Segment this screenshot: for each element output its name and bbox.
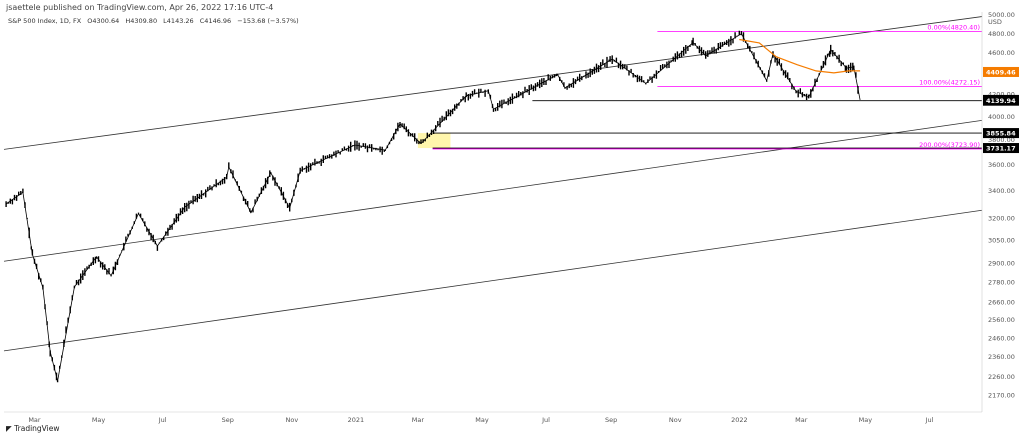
legend-high: H4309.80 <box>125 17 158 25</box>
legend-change: −153.68 (−3.57%) <box>237 17 299 25</box>
x-tick-label: Sep <box>605 416 617 424</box>
x-tick-label: Sep <box>222 416 234 424</box>
price-label-3: 3855.84 <box>983 128 1019 139</box>
x-tick-label: May <box>92 416 106 424</box>
x-tick-label: Nov <box>285 416 298 424</box>
price-label-bg <box>983 95 1019 106</box>
price-label-4: 3731.17 <box>983 143 1019 154</box>
price-label-text: 3855.84 <box>986 130 1016 138</box>
x-tick-label: Nov <box>669 416 682 424</box>
x-tick-label: Mar <box>795 416 808 424</box>
x-tick-label: Jul <box>541 416 550 424</box>
price-line <box>5 33 861 382</box>
price-label-bg <box>983 143 1019 154</box>
x-tick-label: 2022 <box>731 416 748 424</box>
tradingview-logo: ◤ TradingView <box>6 424 59 433</box>
x-tick-label: Mar <box>28 416 41 424</box>
tradingview-mark-icon: ◤ <box>6 424 15 433</box>
x-tick-label: 2021 <box>348 416 365 424</box>
level-label-5: 200.00%(3723.90) <box>919 141 980 149</box>
price-candles <box>5 30 859 383</box>
y-tick-label: 2170.00 <box>988 391 1015 399</box>
support-zone <box>417 133 451 149</box>
level-label-1: 100.00%(4272.15) <box>919 78 980 86</box>
y-tick-label: 3800.00 <box>988 136 1015 144</box>
price-label-text: 4409.46 <box>986 68 1016 76</box>
x-tick-label: Jul <box>158 416 167 424</box>
moving-average-line <box>739 38 861 74</box>
y-tick-label: 5000.00 <box>988 11 1015 19</box>
y-tick-label: 4200.00 <box>988 91 1015 99</box>
y-tick-label: 4800.00 <box>988 30 1015 38</box>
brand-text: TradingView <box>14 424 60 433</box>
legend-low: L4143.26 <box>163 17 194 25</box>
level-label-0: 0.00%(4820.40) <box>927 23 980 31</box>
legend-bar: S&P 500 Index, 1D, FX O4300.64 H4309.80 … <box>8 17 303 25</box>
y-tick-label: 3200.00 <box>988 214 1015 222</box>
x-tick-label: Jul <box>925 416 934 424</box>
price-label-bg <box>983 66 1019 77</box>
price-label-text: 4139.94 <box>986 97 1016 105</box>
y-tick-label: 2460.00 <box>988 334 1015 342</box>
price-label-text: 3731.17 <box>986 145 1016 153</box>
y-tick-label: 3400.00 <box>988 187 1015 195</box>
trend-line-0 <box>3 16 983 150</box>
y-tick-label: 2900.00 <box>988 259 1015 267</box>
x-tick-label: May <box>475 416 489 424</box>
y-tick-label: 2360.00 <box>988 353 1015 361</box>
x-tick-label: May <box>859 416 873 424</box>
published-caption: jsaettele published on TradingView.com, … <box>6 3 274 12</box>
x-tick-label: Mar <box>412 416 425 424</box>
price-label-2: 4139.94 <box>983 95 1019 106</box>
y-tick-label: 3050.00 <box>988 236 1015 244</box>
legend-open: O4300.64 <box>87 17 120 25</box>
y-tick-label: 4600.00 <box>988 49 1015 57</box>
y-tick-label: 2780.00 <box>988 279 1015 287</box>
trend-line-1 <box>3 119 983 262</box>
y-tick-label: 4000.00 <box>988 113 1015 121</box>
trend-line-2 <box>3 209 983 352</box>
currency-label: USD <box>988 18 1002 26</box>
y-tick-label: 3600.00 <box>988 161 1015 169</box>
y-tick-label: 2260.00 <box>988 373 1015 381</box>
y-tick-label: 2560.00 <box>988 316 1015 324</box>
y-tick-label: 2660.00 <box>988 299 1015 307</box>
legend-close: C4146.96 <box>199 17 232 25</box>
legend-symbol: S&P 500 Index, 1D, FX <box>8 17 82 25</box>
price-label-0: 4409.46 <box>983 66 1019 77</box>
price-label-bg <box>983 128 1019 139</box>
